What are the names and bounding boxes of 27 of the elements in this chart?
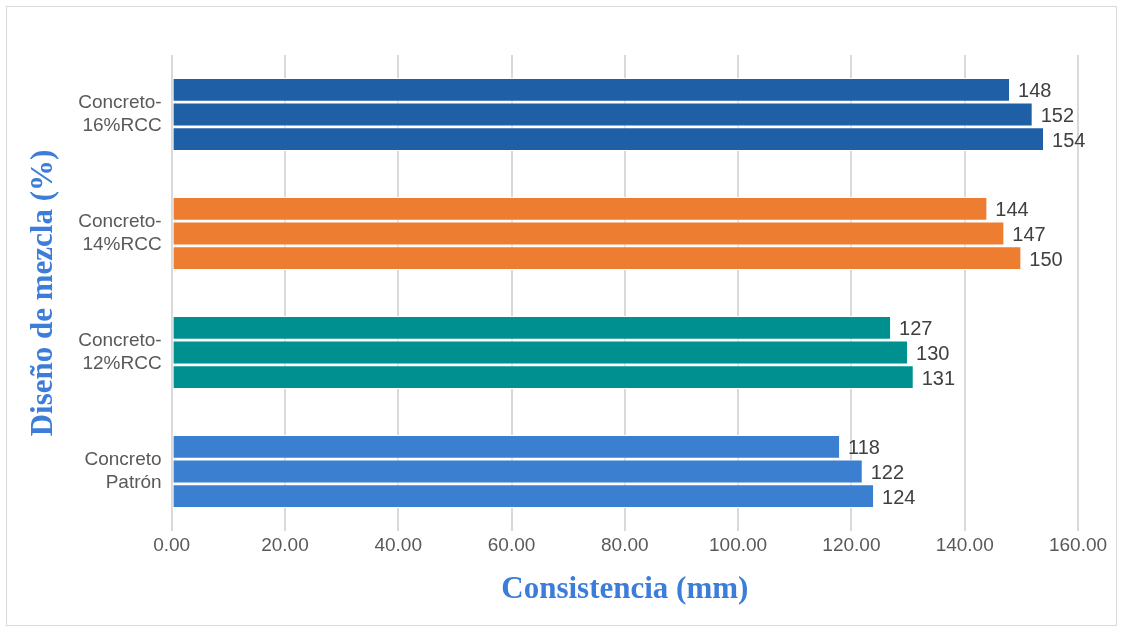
x-tick-label: 120.00 xyxy=(822,533,881,555)
data-label: 148 xyxy=(1018,79,1052,102)
data-label: 118 xyxy=(848,436,880,459)
data-label: 147 xyxy=(1012,223,1046,246)
data-label: 124 xyxy=(882,485,916,508)
x-tick-label: 20.00 xyxy=(261,533,309,555)
data-label: 154 xyxy=(1052,128,1086,151)
data-label: 127 xyxy=(899,317,933,340)
y-tick-label: Concreto-16%RCC xyxy=(78,91,162,136)
x-tick-label: 60.00 xyxy=(487,533,536,555)
data-label: 144 xyxy=(995,198,1029,221)
data-label: 150 xyxy=(1029,247,1063,270)
data-label: 131 xyxy=(921,366,956,389)
y-tick-label: Concreto Patrón xyxy=(84,448,162,493)
data-label: 130 xyxy=(916,342,950,365)
x-axis-title: Consistencia (mm) xyxy=(501,570,749,606)
x-tick-label: 80.00 xyxy=(601,533,649,555)
x-tick-label: 0.00 xyxy=(153,533,191,555)
x-tick-label: 160.00 xyxy=(1048,533,1108,555)
y-tick-label: Concreto-12%RCC xyxy=(78,329,162,374)
x-tick-label: 140.00 xyxy=(935,533,994,555)
data-label: 152 xyxy=(1040,104,1075,127)
x-tick-label: 100.00 xyxy=(709,533,768,555)
y-tick-label: Concreto-14%RCC xyxy=(78,210,162,255)
y-axis-title: Diseño de mezcla (%) xyxy=(23,149,59,437)
data-label: 122 xyxy=(870,461,905,484)
x-tick-label: 40.00 xyxy=(374,533,422,555)
